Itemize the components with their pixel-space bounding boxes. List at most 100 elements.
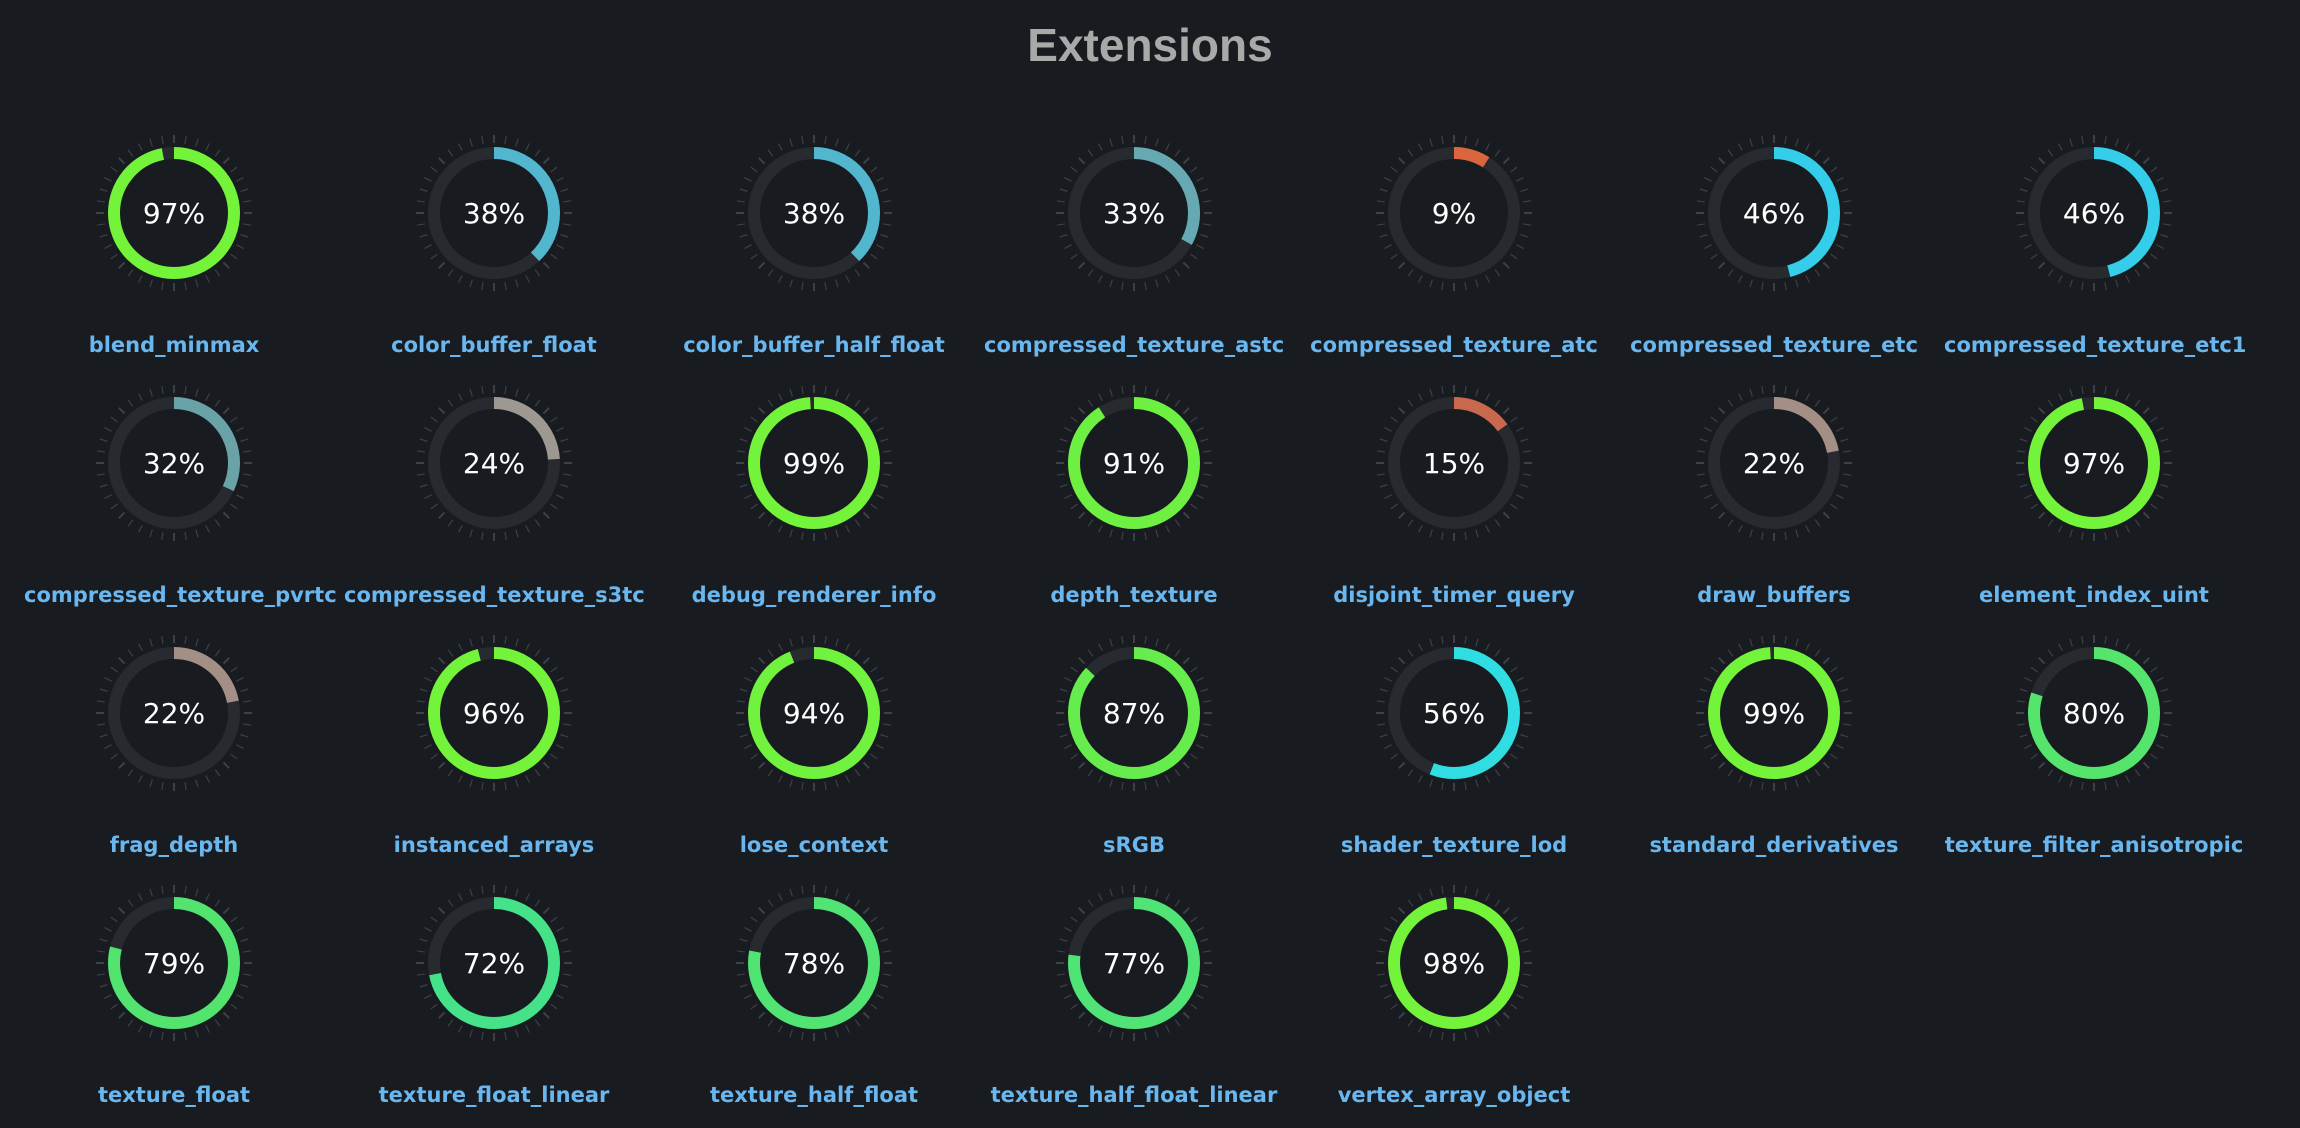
gauge-label-frag_depth[interactable]: frag_depth <box>109 833 239 857</box>
gauge-tick <box>1064 494 1072 499</box>
gauge-label-blend_minmax[interactable]: blend_minmax <box>88 333 260 357</box>
gauge-tick <box>149 388 153 397</box>
gauge-tick <box>835 388 839 397</box>
gauge-tick <box>1407 149 1414 157</box>
gauge-tick <box>138 775 143 783</box>
gauge-label-standard_derivatives[interactable]: standard_derivatives <box>1649 833 1899 857</box>
gauge-label-texture_half_float_linear[interactable]: texture_half_float_linear <box>990 1083 1278 1107</box>
gauge-tick <box>1174 269 1181 277</box>
gauge-label-vertex_array_object[interactable]: vertex_array_object <box>1337 1083 1571 1107</box>
gauge-tick <box>1078 261 1086 269</box>
gauge-tick <box>550 166 558 173</box>
gauge-texture_float_linear: 72% <box>416 885 572 1041</box>
gauge-label-disjoint_timer_query[interactable]: disjoint_timer_query <box>1333 583 1575 607</box>
gauge-tick <box>96 450 105 453</box>
gauge-tick <box>1203 223 1212 226</box>
gauge-tick <box>424 427 432 432</box>
gauge-tick <box>1475 529 1479 538</box>
gauge-tick <box>1738 775 1743 783</box>
gauge-tick <box>1078 1011 1086 1019</box>
gauge-tick <box>118 261 126 269</box>
gauge-tick <box>1155 279 1159 288</box>
gauge-tick <box>184 282 187 291</box>
gauge-tick <box>2038 511 2046 519</box>
gauge-tick <box>195 779 199 788</box>
gauge-tick <box>2081 635 2084 644</box>
gauge-tick <box>1843 473 1852 476</box>
gauge-standard_derivatives: 99% <box>1696 635 1852 791</box>
gauge-tick <box>789 529 793 538</box>
gauge-tick <box>758 157 766 165</box>
gauge-tick <box>424 994 432 999</box>
gauge-tick <box>1182 261 1190 269</box>
gauge-label-debug_renderer_info[interactable]: debug_renderer_info <box>691 583 937 607</box>
gauge-label-texture_half_float[interactable]: texture_half_float <box>709 1083 919 1107</box>
gauge-label-draw_buffers[interactable]: draw_buffers <box>1697 583 1851 607</box>
gauge-label-texture_float[interactable]: texture_float <box>97 1083 251 1107</box>
gauge-label-compressed_texture_etc[interactable]: compressed_texture_etc <box>1630 333 1918 357</box>
gauge-value-arc <box>748 147 880 279</box>
gauge-tick <box>1064 677 1072 682</box>
gauge-tick <box>1805 275 1810 283</box>
gauge-tick <box>1502 511 1510 519</box>
gauge-label-compressed_texture_etc1[interactable]: compressed_texture_etc1 <box>1944 333 2247 357</box>
gauge-tick <box>118 657 126 665</box>
gauge-label-instanced_arrays[interactable]: instanced_arrays <box>393 833 595 857</box>
gauge-tick <box>127 149 134 157</box>
gauge-tick <box>835 888 839 897</box>
gauge-tick <box>515 388 519 397</box>
gauge-label-compressed_texture_atc[interactable]: compressed_texture_atc <box>1310 333 1598 357</box>
gauge-tick <box>736 200 745 203</box>
gauge-value-arc <box>1068 897 1200 1029</box>
gauge-tick <box>214 519 221 527</box>
gauge-tick <box>515 638 519 647</box>
gauge-tick <box>2019 438 2028 442</box>
gauge-label-compressed_texture_s3tc[interactable]: compressed_texture_s3tc <box>344 583 645 607</box>
gauge-label-color_buffer_float[interactable]: color_buffer_float <box>391 333 597 357</box>
gauge-tick <box>2030 503 2038 510</box>
gauge-tick <box>243 200 252 203</box>
gauge-tick <box>883 973 892 976</box>
gauge-tick <box>1836 427 1844 432</box>
gauge-tick <box>447 769 454 777</box>
gauge-tick <box>1109 888 1113 897</box>
gauge-tick <box>2047 769 2054 777</box>
gauge-label-texture_filter_anisotropic[interactable]: texture_filter_anisotropic <box>1944 833 2244 857</box>
gauge-tick <box>1761 282 1764 291</box>
gauge-tick <box>1814 769 1821 777</box>
gauge-value-text: 9% <box>1432 197 1476 230</box>
gauge-tick <box>1840 484 1849 488</box>
gauge-tick <box>880 188 889 192</box>
gauge-tick <box>1814 649 1821 657</box>
gauge-compressed_texture_etc: 46% <box>1696 135 1852 291</box>
gauge-label-shader_texture_lod[interactable]: shader_texture_lod <box>1340 833 1568 857</box>
gauge-tick <box>2142 261 2150 269</box>
gauge-tick <box>240 688 249 692</box>
gauge-tick <box>127 519 134 527</box>
gauge-tick <box>2134 519 2141 527</box>
gauge-label-depth_texture[interactable]: depth_texture <box>1050 583 1218 607</box>
gauge-label-texture_float_linear[interactable]: texture_float_linear <box>378 1083 610 1107</box>
gauge-tick <box>469 388 473 397</box>
gauge-tick <box>1727 269 1734 277</box>
gauge-tick <box>230 916 238 923</box>
gauge-label-lose_context[interactable]: lose_context <box>739 833 889 857</box>
gauge-tick <box>1523 723 1532 726</box>
gauge-label-element_index_uint[interactable]: element_index_uint <box>1979 583 2209 607</box>
gauge-label-compressed_texture_pvrtc[interactable]: compressed_texture_pvrtc <box>24 583 337 607</box>
gauge-label-color_buffer_half_float[interactable]: color_buffer_half_float <box>683 333 945 357</box>
gauge-tick <box>481 782 484 791</box>
gauge-tick <box>1429 529 1433 538</box>
gauge-tick <box>1727 149 1734 157</box>
gauge-tick <box>767 519 774 527</box>
gauge-tick <box>854 269 861 277</box>
gauge-tick <box>542 157 550 165</box>
gauge-tick <box>1520 688 1529 692</box>
gauge-tick <box>1795 279 1799 288</box>
gauge-tick <box>2134 399 2141 407</box>
gauge-tick <box>99 438 108 442</box>
gauge-tick <box>1502 657 1510 665</box>
gauge-label-compressed_texture_astc[interactable]: compressed_texture_astc <box>984 333 1285 357</box>
gauge-tick <box>862 761 870 769</box>
gauge-label-sRGB[interactable]: sRGB <box>1103 833 1165 857</box>
